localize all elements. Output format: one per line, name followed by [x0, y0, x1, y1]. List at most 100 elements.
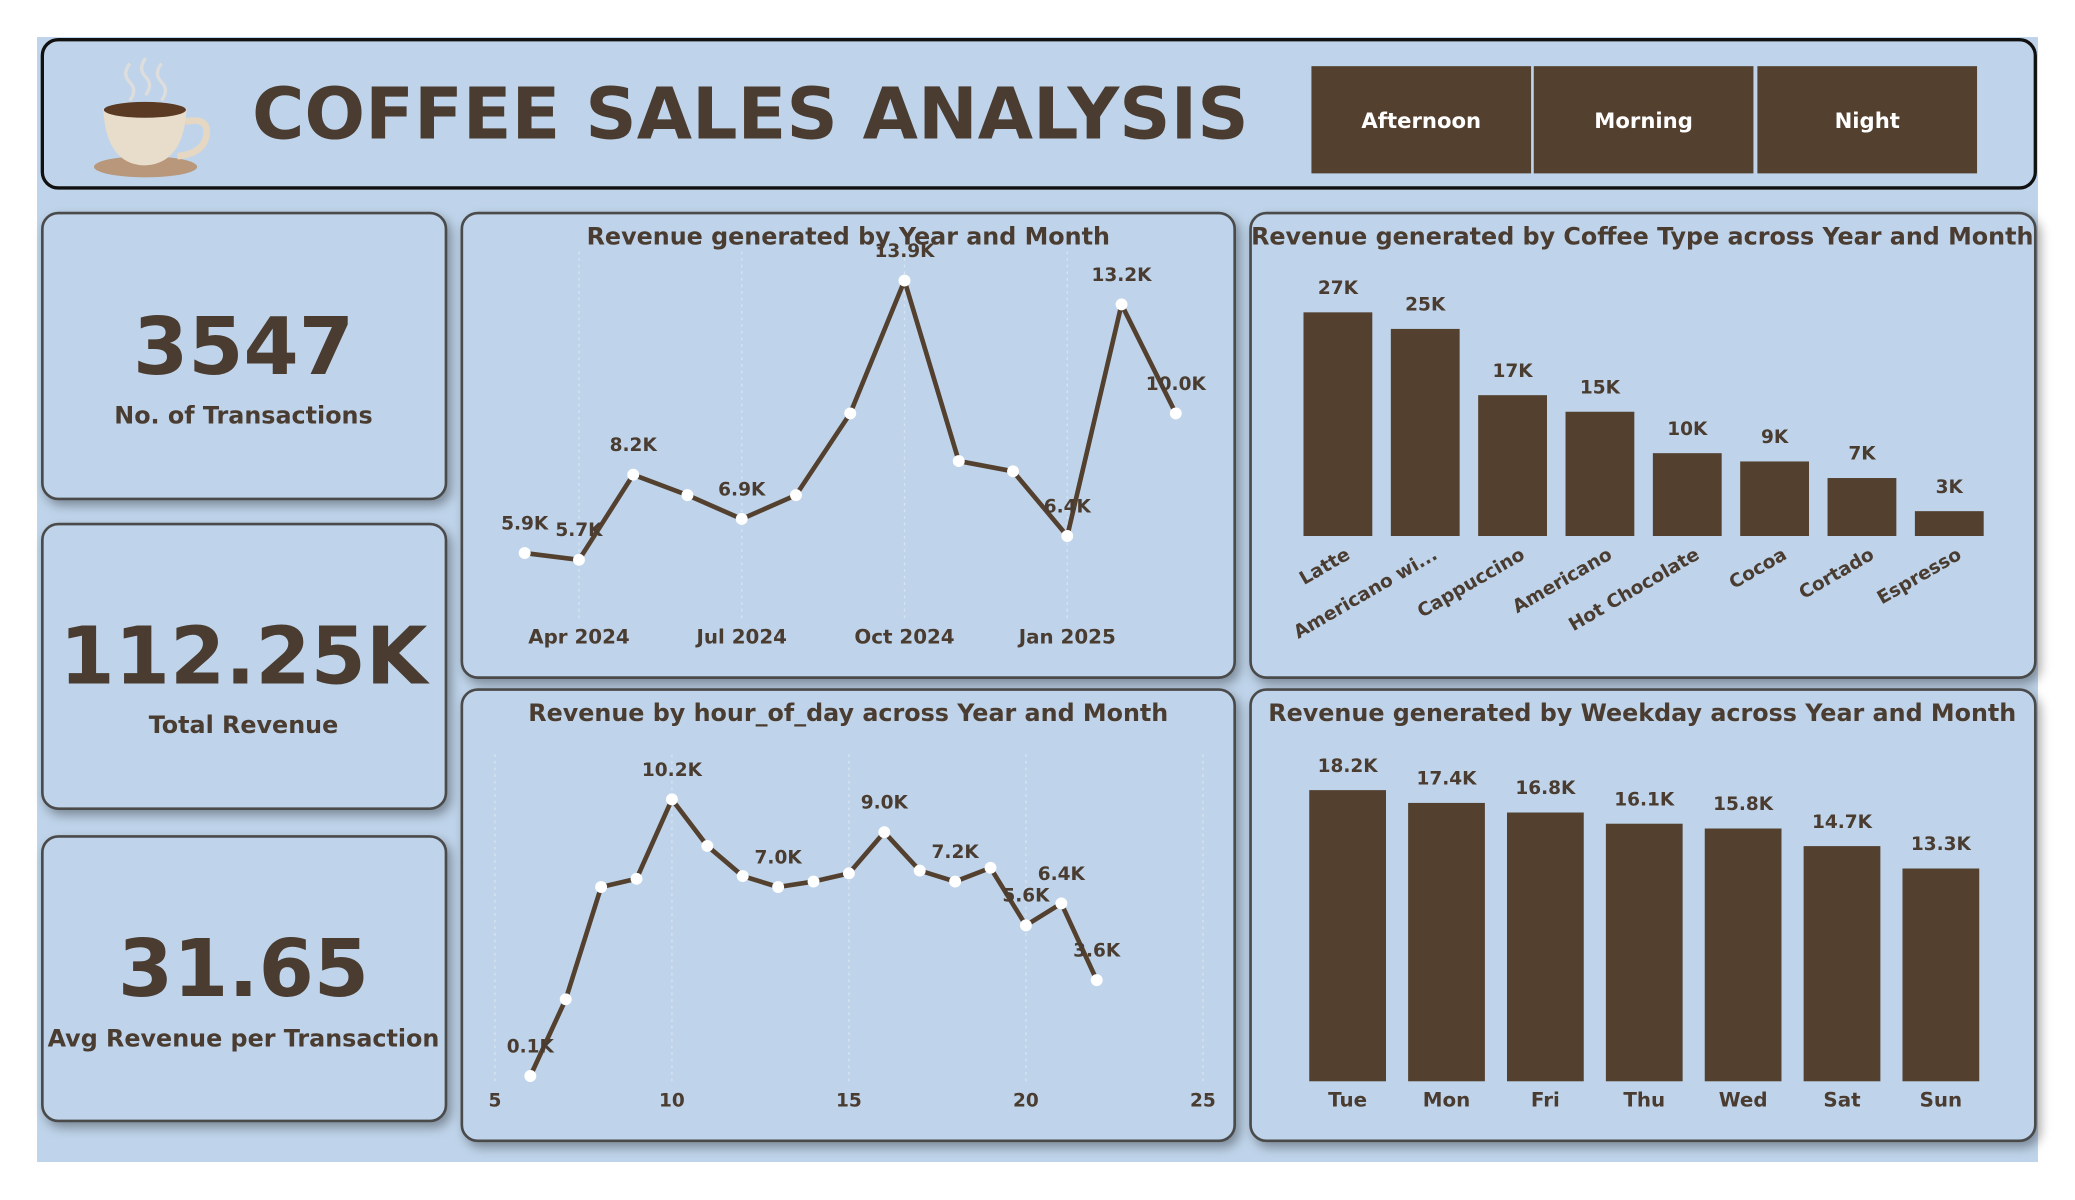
data-label: 10.0K [1146, 374, 1207, 395]
data-label: 5.9K [501, 513, 549, 534]
point [807, 875, 820, 888]
coffee-icon [93, 57, 210, 178]
point [913, 864, 926, 877]
x-tick-label: 10 [659, 1091, 685, 1112]
point [630, 872, 643, 885]
slicer-label[interactable]: Afternoon [1361, 108, 1481, 133]
slicer-button[interactable] [1533, 66, 1754, 174]
point [790, 489, 802, 502]
point [1007, 465, 1019, 478]
point [949, 875, 962, 888]
point [518, 547, 531, 559]
bar [1803, 846, 1881, 1082]
kpi-label: No. of Transactions [114, 401, 372, 429]
x-tick-label: 5 [488, 1091, 501, 1112]
kpi-label: Avg Revenue per Transaction [48, 1025, 440, 1053]
data-label: 15K [1580, 377, 1621, 398]
point [772, 881, 785, 893]
bar [1914, 511, 1984, 537]
x-tick-label: Sun [1920, 1089, 1963, 1112]
slicer-button[interactable] [1311, 66, 1532, 174]
data-label: 18.2K [1318, 756, 1379, 777]
slicer-label[interactable]: Morning [1594, 108, 1693, 133]
data-label: 8.2K [610, 435, 658, 456]
slicer: Afternoon Morning Night [1311, 66, 1978, 174]
data-label: 6.4K [1044, 496, 1092, 517]
data-label: 5.7K [555, 520, 603, 541]
data-label: 7.2K [932, 842, 980, 863]
kpi-card [41, 835, 448, 1123]
point [573, 553, 585, 566]
x-tick-label: Jan 2025 [1017, 625, 1116, 648]
data-label: 13.9K [874, 241, 935, 262]
data-label: 6.4K [1038, 864, 1086, 885]
x-tick-label: 20 [1013, 1091, 1039, 1112]
data-label: 16.1K [1614, 789, 1675, 810]
data-label: 14.7K [1812, 812, 1873, 833]
x-tick-label: Mon [1423, 1089, 1471, 1112]
data-label: 17.4K [1416, 769, 1477, 790]
point [524, 1070, 537, 1082]
bar [1902, 868, 1980, 1082]
x-tick-label: Apr 2024 [528, 625, 629, 648]
point [1115, 298, 1128, 311]
data-label: 10K [1667, 419, 1708, 440]
bar [1478, 395, 1547, 537]
point [665, 793, 678, 806]
data-label: 13.2K [1092, 265, 1153, 286]
point [701, 839, 714, 852]
dashboard-title: COFFEE SALES ANALYSIS [252, 73, 1249, 156]
data-label: 27K [1318, 278, 1359, 299]
kpi-value: 31.65 [118, 922, 369, 1015]
data-label: 5.6K [1002, 886, 1050, 907]
bar [1827, 478, 1897, 537]
data-label: 3.6K [1073, 941, 1121, 962]
x-tick-label: Tue [1328, 1089, 1367, 1112]
point [1019, 919, 1032, 932]
data-label: 15.8K [1713, 794, 1774, 815]
chart-title: Revenue generated by Weekday across Year… [1268, 699, 2016, 727]
data-label: 7.0K [755, 847, 803, 868]
data-label: 9K [1761, 427, 1789, 448]
bar [1408, 802, 1485, 1082]
point [844, 407, 857, 420]
x-tick-label: 15 [836, 1091, 862, 1112]
data-label: 6.9K [718, 479, 766, 500]
point [984, 861, 997, 874]
point [878, 826, 891, 839]
x-tick-label: Jul 2024 [695, 625, 787, 648]
point [1090, 974, 1103, 987]
x-tick-label: Thu [1623, 1089, 1665, 1112]
kpi-label: Total Revenue [149, 711, 339, 739]
chart-title: Revenue by hour_of_day across Year and M… [528, 699, 1168, 727]
point [1055, 897, 1068, 910]
chart-title: Revenue generated by Year and Month [587, 223, 1110, 251]
point [627, 468, 640, 481]
kpi-value: 3547 [133, 300, 354, 393]
data-label: 13.3K [1911, 834, 1972, 855]
x-tick-label: 25 [1190, 1091, 1216, 1112]
data-label: 0.1K [507, 1036, 555, 1057]
bar [1652, 453, 1722, 537]
point [595, 881, 608, 893]
x-tick-label: Wed [1719, 1089, 1768, 1112]
chart-title: Revenue generated by Coffee Type across … [1251, 223, 2033, 251]
data-label: 16.8K [1515, 778, 1576, 799]
x-tick-label: Sat [1823, 1089, 1861, 1112]
slicer-label[interactable]: Night [1835, 108, 1900, 133]
point [1169, 407, 1182, 420]
bar [1605, 823, 1683, 1082]
data-label: 25K [1405, 295, 1446, 316]
slicer-button[interactable] [1757, 66, 1978, 174]
point [559, 993, 572, 1006]
point [681, 489, 694, 502]
data-label: 3K [1936, 477, 1964, 498]
point [898, 274, 911, 287]
point [736, 870, 749, 883]
bar [1303, 312, 1373, 537]
bar [1740, 461, 1810, 537]
data-label: 9.0K [861, 793, 909, 814]
data-label: 7K [1848, 444, 1876, 465]
